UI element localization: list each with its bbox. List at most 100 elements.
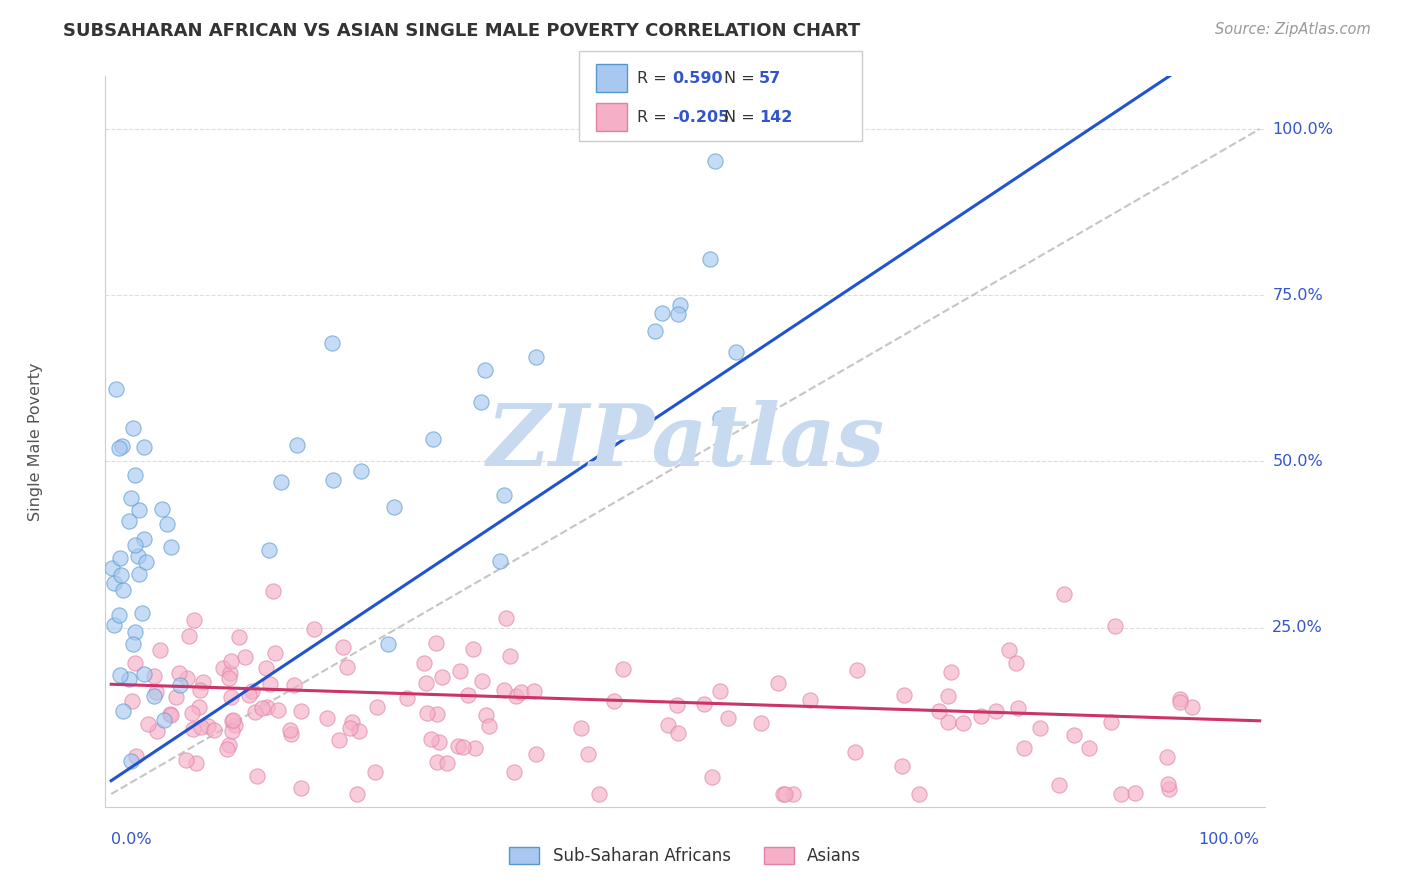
Point [907, 787, 929, 801]
Point [1047, 778, 1070, 792]
Point [179, 629, 201, 643]
Point [478, 718, 501, 732]
Point [430, 670, 453, 684]
Point [263, 646, 285, 660]
Point [936, 714, 959, 729]
Point [475, 707, 498, 722]
Point [509, 685, 531, 699]
Point [122, 637, 145, 651]
Text: 25.0%: 25.0% [1272, 620, 1323, 635]
Point [396, 690, 419, 705]
Point [427, 735, 450, 749]
Point [505, 689, 527, 703]
Point [449, 665, 471, 679]
Point [150, 502, 173, 516]
Point [704, 153, 727, 168]
Point [259, 677, 281, 691]
Point [936, 690, 959, 704]
Point [1156, 749, 1178, 764]
Point [290, 781, 312, 796]
Point [415, 675, 437, 690]
Point [218, 671, 240, 685]
Point [436, 756, 458, 770]
Point [219, 654, 242, 668]
Point [270, 475, 292, 490]
Text: Single Male Poverty: Single Male Poverty [28, 362, 44, 521]
Point [153, 713, 176, 727]
Point [111, 583, 134, 598]
Point [651, 306, 673, 320]
Point [262, 584, 284, 599]
Point [336, 660, 359, 674]
Point [526, 350, 548, 364]
Text: 100.0%: 100.0% [1272, 121, 1333, 136]
Point [256, 661, 278, 675]
Point [224, 717, 246, 731]
Point [350, 464, 373, 478]
Point [489, 553, 512, 567]
Point [499, 649, 522, 664]
Point [250, 701, 273, 715]
Point [716, 711, 738, 725]
Point [218, 738, 240, 752]
Point [588, 787, 610, 801]
Point [191, 675, 214, 690]
Point [340, 714, 363, 729]
Point [190, 720, 212, 734]
Point [700, 770, 723, 784]
Point [188, 682, 211, 697]
Point [108, 607, 131, 622]
Point [751, 716, 773, 731]
Point [135, 555, 157, 569]
Point [970, 709, 993, 723]
Point [1063, 728, 1085, 742]
Point [382, 500, 405, 514]
Text: R =: R = [637, 70, 672, 86]
Point [845, 664, 868, 678]
Point [693, 697, 716, 711]
Point [322, 473, 344, 487]
Point [1181, 700, 1204, 714]
Point [669, 298, 692, 312]
Point [709, 411, 731, 425]
Point [118, 514, 141, 528]
Point [243, 706, 266, 720]
Point [576, 747, 599, 761]
Point [160, 541, 183, 555]
Point [108, 551, 131, 566]
Point [1159, 782, 1181, 797]
Point [304, 623, 326, 637]
Point [416, 706, 439, 720]
Point [105, 382, 128, 396]
Point [413, 657, 436, 671]
Point [952, 715, 974, 730]
Point [766, 676, 789, 690]
Point [128, 567, 150, 582]
Point [782, 787, 804, 801]
Point [219, 690, 242, 705]
Point [145, 724, 167, 739]
Point [492, 488, 515, 502]
Point [176, 671, 198, 685]
Point [603, 694, 626, 708]
Point [124, 656, 146, 670]
Point [1168, 695, 1191, 709]
Legend: Sub-Saharan Africans, Asians: Sub-Saharan Africans, Asians [503, 840, 868, 872]
Point [132, 440, 155, 454]
Text: N =: N = [724, 110, 761, 125]
Point [503, 764, 526, 779]
Point [1104, 619, 1126, 633]
Point [111, 439, 134, 453]
Point [666, 726, 689, 740]
Point [316, 710, 339, 724]
Point [197, 719, 219, 733]
Point [1007, 701, 1029, 715]
Text: R =: R = [637, 110, 672, 125]
Text: 75.0%: 75.0% [1272, 288, 1323, 302]
Point [893, 688, 915, 702]
Point [709, 684, 731, 698]
Point [132, 533, 155, 547]
Point [280, 727, 302, 741]
Text: 0.0%: 0.0% [111, 832, 152, 847]
Point [451, 740, 474, 755]
